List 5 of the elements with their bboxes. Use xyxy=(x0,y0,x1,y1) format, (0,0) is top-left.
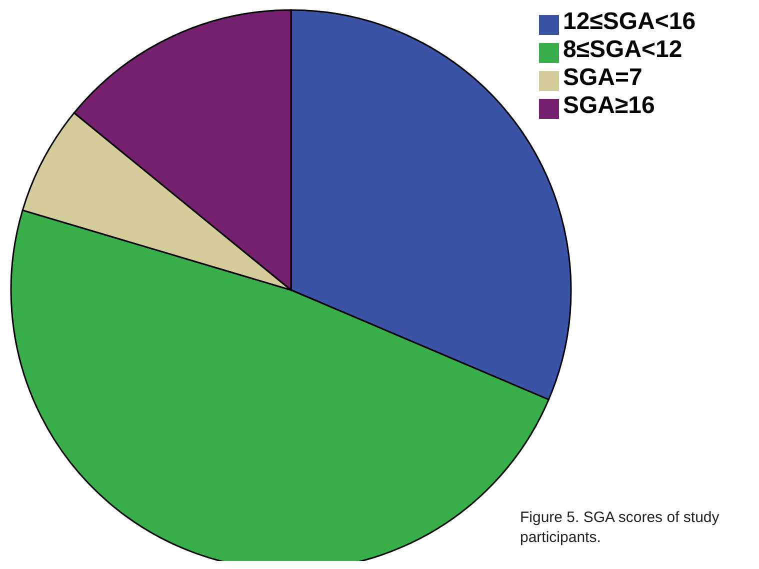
legend-label: 8≤SGA<12 xyxy=(563,36,682,63)
legend-label: SGA=7 xyxy=(563,64,642,91)
legend-label: 12≤SGA<16 xyxy=(563,8,696,35)
legend-label: SGA≥16 xyxy=(563,92,655,119)
caption: Figure 5. SGA scores of study participants. xyxy=(520,508,720,548)
